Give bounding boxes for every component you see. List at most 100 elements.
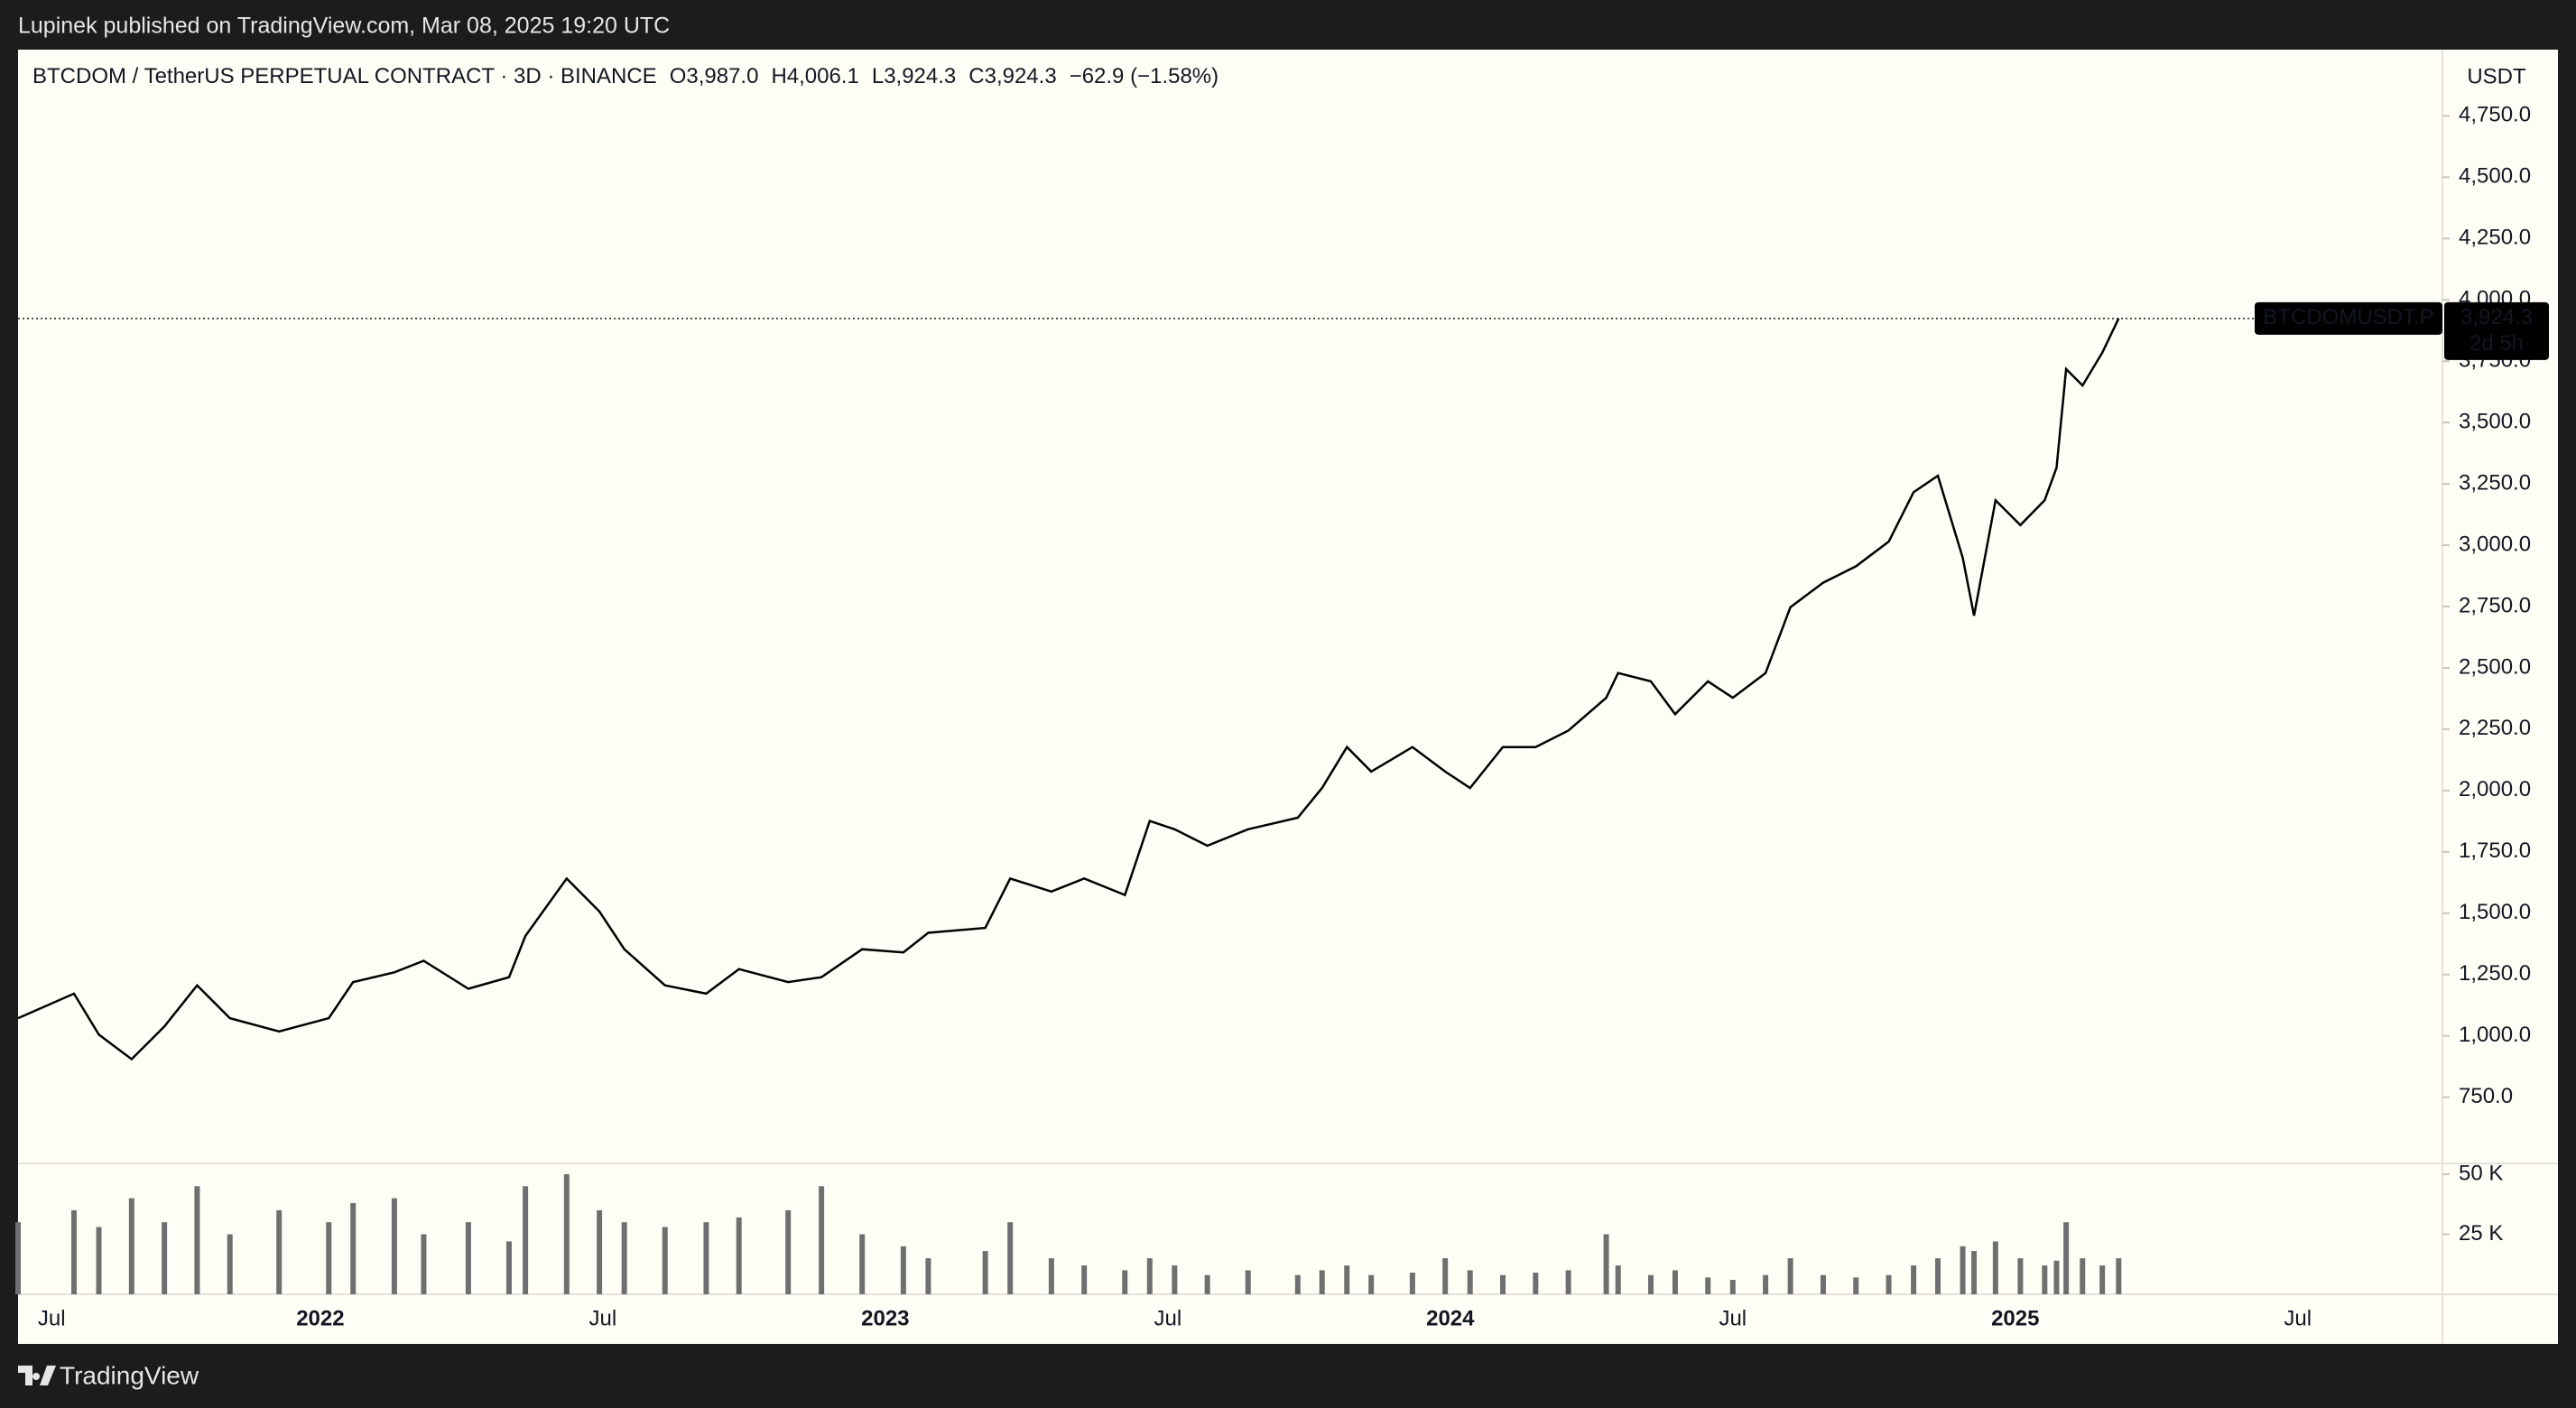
y-tick-label: 750.0 <box>2459 1084 2513 1108</box>
volume-bar <box>1533 1273 1539 1294</box>
volume-bar <box>1500 1274 1506 1294</box>
volume-bar <box>421 1234 427 1294</box>
volume-bar <box>276 1209 283 1294</box>
volume-bar <box>128 1198 134 1294</box>
volume-bar <box>2053 1260 2060 1294</box>
y-tick-label: 50 K <box>2459 1161 2503 1185</box>
volume-bar <box>819 1186 825 1294</box>
y-tick-label: 25 K <box>2459 1221 2503 1246</box>
x-tick-label: Jul <box>2284 1306 2312 1330</box>
volume-bar <box>1603 1234 1609 1294</box>
y-tick-label: 1,750.0 <box>2459 838 2531 863</box>
volume-bar <box>2080 1258 2086 1294</box>
volume-bar <box>703 1222 709 1294</box>
volume-bar <box>15 1222 21 1294</box>
price-line <box>17 318 2120 1061</box>
x-tick-label: Jul <box>589 1306 617 1330</box>
volume-bar <box>1467 1270 1473 1294</box>
volume-bar <box>96 1227 102 1294</box>
volume-bar <box>1971 1251 1978 1294</box>
x-tick-label: 2025 <box>1991 1306 2039 1330</box>
y-tick-label: 4,250.0 <box>2459 226 2531 250</box>
volume-bar <box>1911 1265 1917 1294</box>
volume-bar <box>1344 1265 1350 1294</box>
volume-bar <box>736 1217 742 1294</box>
tv-logo <box>18 1366 56 1385</box>
title: BTCDOM / TetherUS PERPETUAL CONTRACT · 3… <box>32 64 657 88</box>
volume-bar <box>1820 1274 1826 1294</box>
volume-bar <box>465 1222 471 1294</box>
volume-bar <box>900 1246 906 1294</box>
currency: USDT <box>2467 64 2526 88</box>
volume-bar <box>1853 1277 1859 1294</box>
y-tick-label: 2,000.0 <box>2459 777 2531 801</box>
volume-bar <box>350 1202 357 1294</box>
y-tick-label: 2,250.0 <box>2459 716 2531 740</box>
x-tick-label: 2023 <box>861 1306 909 1330</box>
volume-bar <box>162 1222 168 1294</box>
volume-bar <box>597 1209 603 1294</box>
ohlc-value: H4,006.1 <box>771 64 858 88</box>
y-tick-label: 2,500.0 <box>2459 654 2531 679</box>
volume-bar <box>1122 1270 1128 1294</box>
x-tick-label: 2022 <box>296 1306 344 1330</box>
x-tick-label: Jul <box>1154 1306 1181 1330</box>
change: −62.9 (−1.58%) <box>1070 64 1219 88</box>
volume-bar <box>194 1186 200 1294</box>
volume-bar <box>2063 1222 2070 1294</box>
volume-bar <box>391 1198 397 1294</box>
y-tick-label: 4,500.0 <box>2459 164 2531 189</box>
volume-bar <box>1992 1241 1998 1294</box>
chart-area <box>18 50 2558 1344</box>
volume-bar <box>1672 1270 1678 1294</box>
volume-bar <box>1442 1258 1449 1294</box>
volume-bar <box>925 1258 931 1294</box>
y-tick-label: 1,250.0 <box>2459 961 2531 986</box>
x-tick-label: Jul <box>1719 1306 1747 1330</box>
countdown: 2d 5h <box>2469 331 2524 356</box>
volume-bar <box>1615 1265 1621 1294</box>
volume-bar <box>1368 1274 1375 1294</box>
y-tick-label: 3,250.0 <box>2459 470 2531 495</box>
ohlc-value: L3,924.3 <box>872 64 956 88</box>
brand: TradingView <box>60 1361 199 1389</box>
volume-bar <box>2017 1258 2024 1294</box>
price-tag-bg <box>2444 301 2549 360</box>
volume-bar <box>1729 1280 1736 1294</box>
volume-bar <box>1763 1274 1769 1294</box>
ohlc-value: O3,987.0 <box>670 64 759 88</box>
x-tick-label: Jul <box>38 1306 66 1330</box>
ohlc-value: C3,924.3 <box>968 64 1056 88</box>
symbol-legend: BTCDOM / TetherUS PERPETUAL CONTRACT · 3… <box>32 64 1219 88</box>
volume-bar <box>785 1209 792 1294</box>
volume-bar <box>1565 1270 1571 1294</box>
volume-bar <box>1007 1222 1014 1294</box>
y-tick-label: 3,500.0 <box>2459 409 2531 433</box>
volume-bar <box>523 1186 529 1294</box>
y-tick-label: 3,000.0 <box>2459 532 2531 556</box>
volume-bar <box>1705 1277 1711 1294</box>
volume-bar <box>1886 1274 1892 1294</box>
volume-bar <box>1146 1258 1153 1294</box>
volume-bar <box>505 1241 512 1294</box>
symbol-tag: BTCDOMUSDT.P <box>2263 305 2433 329</box>
volume-bar <box>227 1234 233 1294</box>
volume-bar <box>1204 1274 1210 1294</box>
volume-bar <box>70 1209 77 1294</box>
x-tick-label: 2024 <box>1426 1306 1475 1330</box>
volume-bar <box>326 1222 332 1294</box>
volume-bar <box>1648 1274 1654 1294</box>
y-tick-label: 4,750.0 <box>2459 103 2531 127</box>
volume-bar <box>563 1173 570 1294</box>
volume-bar <box>1081 1265 1088 1294</box>
volume-bar <box>859 1234 866 1294</box>
volume-bar <box>2099 1265 2106 1294</box>
volume-bar <box>662 1227 668 1294</box>
volume-bar <box>2116 1258 2122 1294</box>
volume-bar <box>1409 1273 1415 1294</box>
y-tick-label: 1,000.0 <box>2459 1023 2531 1047</box>
volume-bar <box>1048 1258 1054 1294</box>
published-note: Lupinek published on TradingView.com, Ma… <box>18 14 670 39</box>
